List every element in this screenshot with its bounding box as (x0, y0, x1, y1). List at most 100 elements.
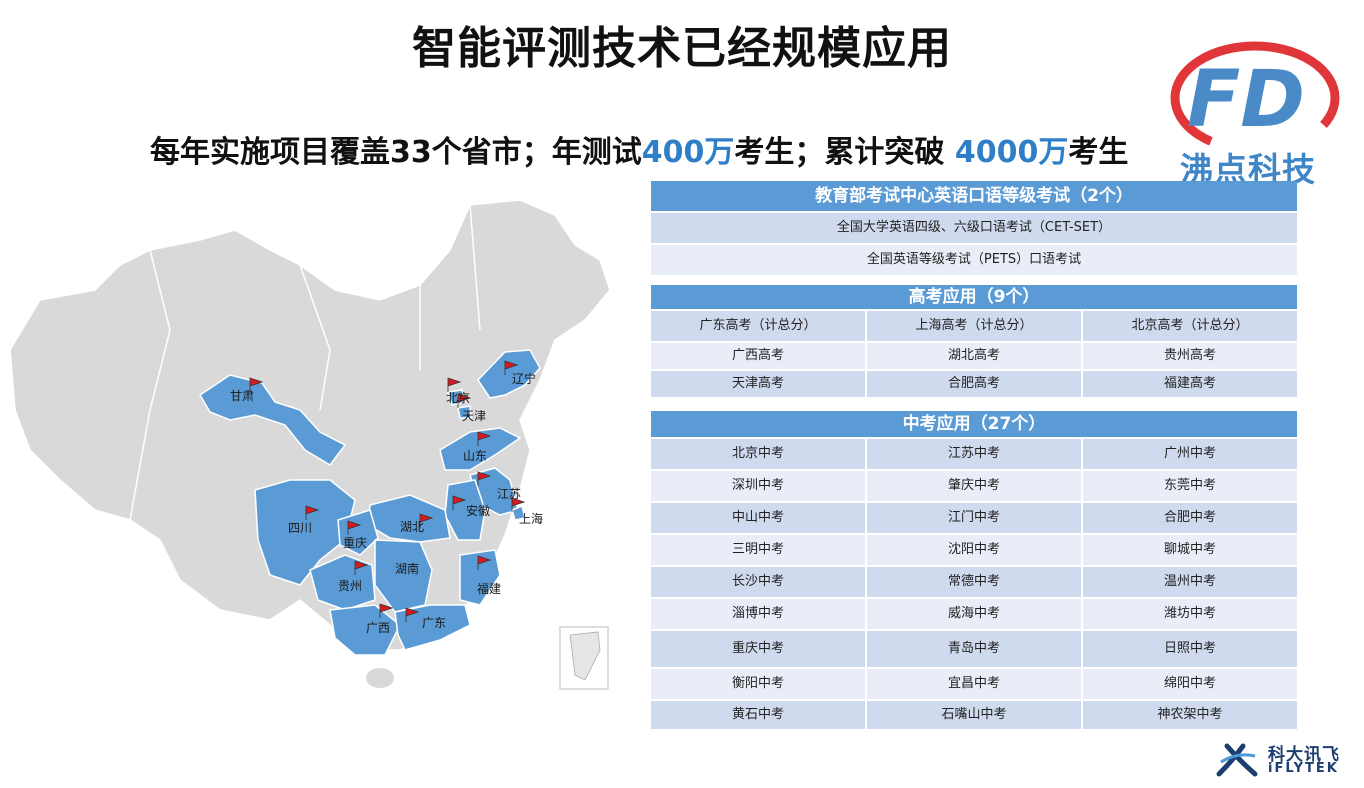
fd-logo-mark: FD (1187, 55, 1305, 145)
section2-cell: 合肥高考 (867, 371, 1081, 397)
section3-cell: 广州中考 (1083, 439, 1297, 469)
section3-cell: 绵阳中考 (1083, 669, 1297, 699)
map-label-guangxi: 广西 (366, 621, 390, 635)
section2-row: 广东高考（计总分） 上海高考（计总分） 北京高考（计总分） (651, 311, 1297, 341)
flag-icon (405, 607, 420, 622)
map-label-jiangsu: 江苏 (497, 487, 521, 501)
section3-cell: 长沙中考 (651, 567, 865, 597)
section3-cell: 重庆中考 (651, 631, 865, 667)
province-guangxi (329, 604, 401, 656)
map-inset-shape (569, 631, 601, 681)
section1-cell: 全国大学英语四级、六级口语考试（CET-SET） (651, 213, 1297, 243)
section3-cell: 神农架中考 (1083, 701, 1297, 729)
flag-icon (504, 360, 519, 375)
province-gansu (198, 374, 347, 466)
section3-row: 中山中考 江门中考 合肥中考 (651, 503, 1297, 533)
fd-logo-icon: FD (1170, 41, 1340, 155)
province-fujian (459, 549, 501, 606)
section3-cell: 温州中考 (1083, 567, 1297, 597)
section2-cell: 天津高考 (651, 371, 865, 397)
section3-cell: 宜昌中考 (867, 669, 1081, 699)
section2-cell: 广西高考 (651, 343, 865, 369)
section3-cell: 淄博中考 (651, 599, 865, 629)
section3-row: 淄博中考 威海中考 潍坊中考 (651, 599, 1297, 629)
province-guangdong (394, 604, 471, 651)
section2-header: 高考应用（9个） (651, 285, 1297, 309)
iflytek-cn: 科大讯飞 (1268, 745, 1340, 765)
section3-cell: 合肥中考 (1083, 503, 1297, 533)
map-label-fujian: 福建 (477, 581, 501, 596)
subtitle-part1: 每年实施项目覆盖33个省市；年测试 (150, 135, 642, 170)
province-tianjin (457, 405, 472, 419)
province-liaoning (477, 349, 541, 399)
flag-icon (379, 603, 394, 618)
section3-cell: 黄石中考 (651, 701, 865, 729)
province-hunan (374, 539, 433, 613)
flag-icon (347, 520, 362, 535)
flag-icon (305, 505, 320, 520)
section3-row: 长沙中考 常德中考 温州中考 (651, 567, 1297, 597)
map-label-guangdong: 广东 (422, 616, 446, 630)
map-label-tianjin: 天津 (462, 409, 486, 423)
section3-cell: 中山中考 (651, 503, 865, 533)
map-label-hunan: 湖南 (395, 561, 419, 576)
section3-cell: 威海中考 (867, 599, 1081, 629)
flag-icon (477, 555, 492, 570)
flag-icon (477, 471, 492, 486)
page-title: 智能评测技术已经规模应用 (412, 23, 952, 74)
province-guizhou (309, 554, 376, 611)
flag-icon (354, 560, 369, 575)
map-label-beijing: 北京 (446, 391, 470, 405)
section1-header: 教育部考试中心英语口语等级考试（2个） (651, 181, 1297, 211)
page-subtitle: 每年实施项目覆盖33个省市；年测试400万考生；累计突破 4000万考生 (150, 127, 1128, 171)
section3-cell: 潍坊中考 (1083, 599, 1297, 629)
flag-icon (419, 513, 434, 528)
map-label-guizhou: 贵州 (338, 579, 362, 593)
section3-cell: 日照中考 (1083, 631, 1297, 667)
section2-cell: 贵州高考 (1083, 343, 1297, 369)
section3-rows: 北京中考 江苏中考 广州中考 深圳中考 肇庆中考 东莞中考 中山中考 江门中考 合肥中考 三明中考… (651, 439, 1297, 729)
map-label-sichuan: 四川 (288, 521, 312, 535)
section1-row: 全国英语等级考试（PETS）口语考试 (651, 245, 1297, 275)
section2-row: 广西高考 湖北高考 贵州高考 (651, 343, 1297, 369)
section3-row: 北京中考 江苏中考 广州中考 (651, 439, 1297, 469)
map-label-gansu: 甘肃 (230, 389, 254, 403)
flag-icon (457, 393, 472, 408)
section2-cell: 上海高考（计总分） (867, 311, 1081, 341)
subtitle-part2: 考生；累计突破 (734, 135, 955, 170)
section2-cell: 广东高考（计总分） (651, 311, 865, 341)
section3-cell: 常德中考 (867, 567, 1081, 597)
section2-cell: 北京高考（计总分） (1083, 311, 1297, 341)
section2-row: 天津高考 合肥高考 福建高考 (651, 371, 1297, 397)
province-shanghai (511, 504, 526, 521)
section3-header: 中考应用（27个） (651, 411, 1297, 437)
flag-icon (477, 431, 492, 446)
section3-cell: 青岛中考 (867, 631, 1081, 667)
section3-cell: 深圳中考 (651, 471, 865, 501)
map-label-anhui: 安徽 (466, 503, 490, 518)
subtitle-num2: 4000万 (954, 135, 1069, 170)
map-label-hubei: 湖北 (400, 519, 424, 534)
section3-cell: 石嘴山中考 (867, 701, 1081, 729)
section3-row: 三明中考 沈阳中考 聊城中考 (651, 535, 1297, 565)
section3-row: 重庆中考 青岛中考 日照中考 (651, 631, 1297, 667)
china-map: 甘肃 北京 天津 辽宁 山东 江苏 上海 安徽 湖北 四川 重庆 湖南 贵州 福… (9, 199, 611, 690)
section3-cell: 北京中考 (651, 439, 865, 469)
section2-cell: 湖北高考 (867, 343, 1081, 369)
section3-row: 深圳中考 肇庆中考 东莞中考 (651, 471, 1297, 501)
section3-cell: 肇庆中考 (867, 471, 1081, 501)
application-tables: 教育部考试中心英语口语等级考试（2个） 全国大学英语四级、六级口语考试（CET-… (651, 181, 1297, 731)
map-label-chongqing: 重庆 (343, 536, 367, 550)
subtitle-num1: 400万 (641, 135, 735, 170)
section3-row: 衡阳中考 宜昌中考 绵阳中考 (651, 669, 1297, 699)
section1-row: 全国大学英语四级、六级口语考试（CET-SET） (651, 213, 1297, 243)
province-shandong (439, 427, 522, 471)
iflytek-logo-icon (1216, 743, 1258, 777)
section3-cell: 衡阳中考 (651, 669, 865, 699)
section1-cell: 全国英语等级考试（PETS）口语考试 (651, 245, 1297, 275)
map-island (366, 668, 394, 688)
section3-row: 黄石中考 石嘴山中考 神农架中考 (651, 701, 1297, 729)
section3-cell: 三明中考 (651, 535, 865, 565)
section3-cell: 聊城中考 (1083, 535, 1297, 565)
section3-cell: 沈阳中考 (867, 535, 1081, 565)
